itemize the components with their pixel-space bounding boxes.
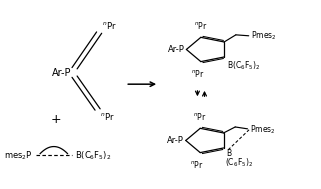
Text: $^n$Pr: $^n$Pr [100, 111, 115, 122]
Text: $^n$Pr: $^n$Pr [190, 159, 204, 170]
Text: B(C$_6$F$_5$)$_2$: B(C$_6$F$_5$)$_2$ [227, 60, 261, 72]
Text: Ar-P: Ar-P [52, 68, 72, 78]
Text: mes$_2$P: mes$_2$P [4, 149, 33, 162]
Text: +: + [51, 113, 61, 126]
Text: Pmes$_2$: Pmes$_2$ [251, 29, 277, 42]
Text: $^n$Pr: $^n$Pr [194, 111, 207, 122]
Text: Ar-P: Ar-P [167, 136, 184, 145]
Text: Ar-P: Ar-P [168, 45, 185, 54]
Text: $^n$Pr: $^n$Pr [191, 68, 204, 79]
Text: (C$_6$F$_5$)$_2$: (C$_6$F$_5$)$_2$ [225, 156, 253, 169]
Text: B: B [226, 149, 231, 158]
Text: Pmes$_2$: Pmes$_2$ [250, 124, 276, 136]
Text: $^n$Pr: $^n$Pr [194, 20, 208, 31]
Text: $^n$Pr: $^n$Pr [102, 20, 116, 31]
Text: B(C$_6$F$_5$)$_2$: B(C$_6$F$_5$)$_2$ [74, 149, 111, 162]
